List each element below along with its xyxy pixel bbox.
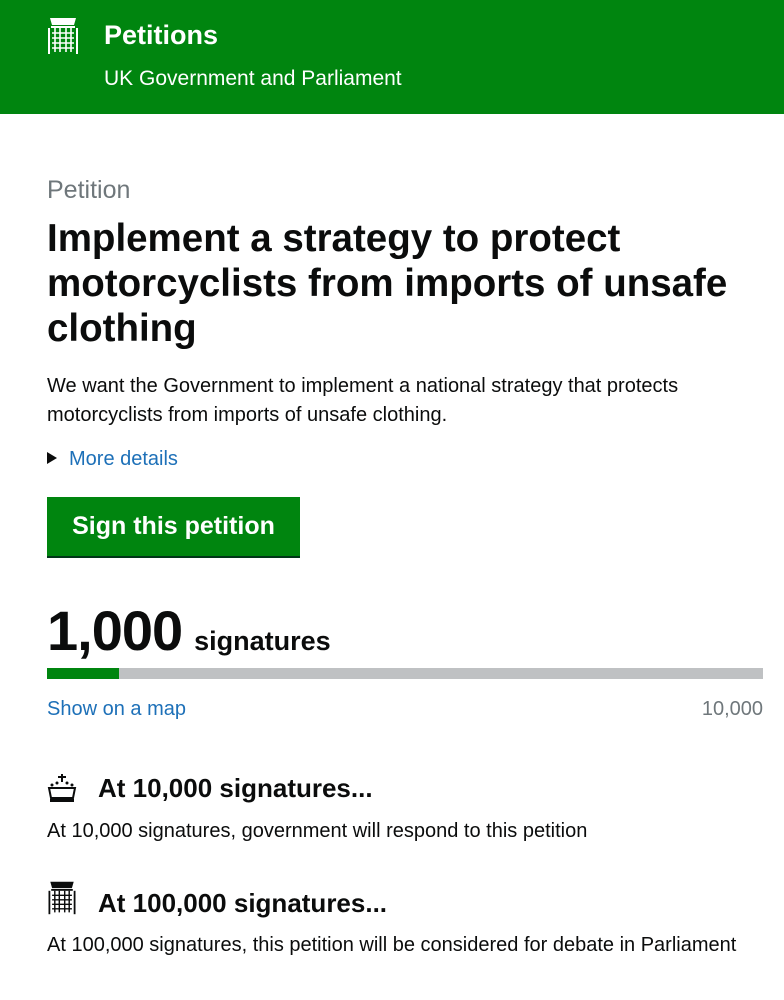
triangle-right-icon <box>47 452 57 464</box>
signature-progress-bar <box>47 668 763 679</box>
more-details-label: More details <box>69 448 178 470</box>
milestone-text: At 10,000 signatures, government will re… <box>47 820 588 842</box>
milestone-text: At 100,000 signatures, this petition wil… <box>47 934 737 956</box>
petition-description: We want the Government to implement a na… <box>47 375 679 426</box>
portcullis-icon <box>48 881 76 915</box>
portcullis-icon <box>48 18 78 54</box>
milestone-heading: At 10,000 signatures... <box>98 773 373 803</box>
signature-count-number: 1,000 <box>47 599 183 662</box>
page-title: Implement a strategy to protect motorcyc… <box>47 217 728 350</box>
signature-count-label: signatures <box>194 626 331 656</box>
show-on-map-link[interactable]: Show on a map <box>47 698 186 720</box>
site-subtitle: UK Government and Parliament <box>104 67 402 90</box>
signature-count: 1,000 signatures <box>47 598 331 663</box>
signature-progress-fill <box>47 668 119 679</box>
signature-target: 10,000 <box>701 698 763 720</box>
site-header: Petitions UK Government and Parliament <box>0 0 784 116</box>
site-title[interactable]: Petitions <box>104 20 219 50</box>
more-details-toggle[interactable]: More details <box>47 448 178 471</box>
page-caption: Petition <box>47 176 131 204</box>
sign-petition-button[interactable]: Sign this petition <box>47 497 300 556</box>
crown-icon <box>47 774 77 802</box>
milestone-heading: At 100,000 signatures... <box>98 888 388 918</box>
